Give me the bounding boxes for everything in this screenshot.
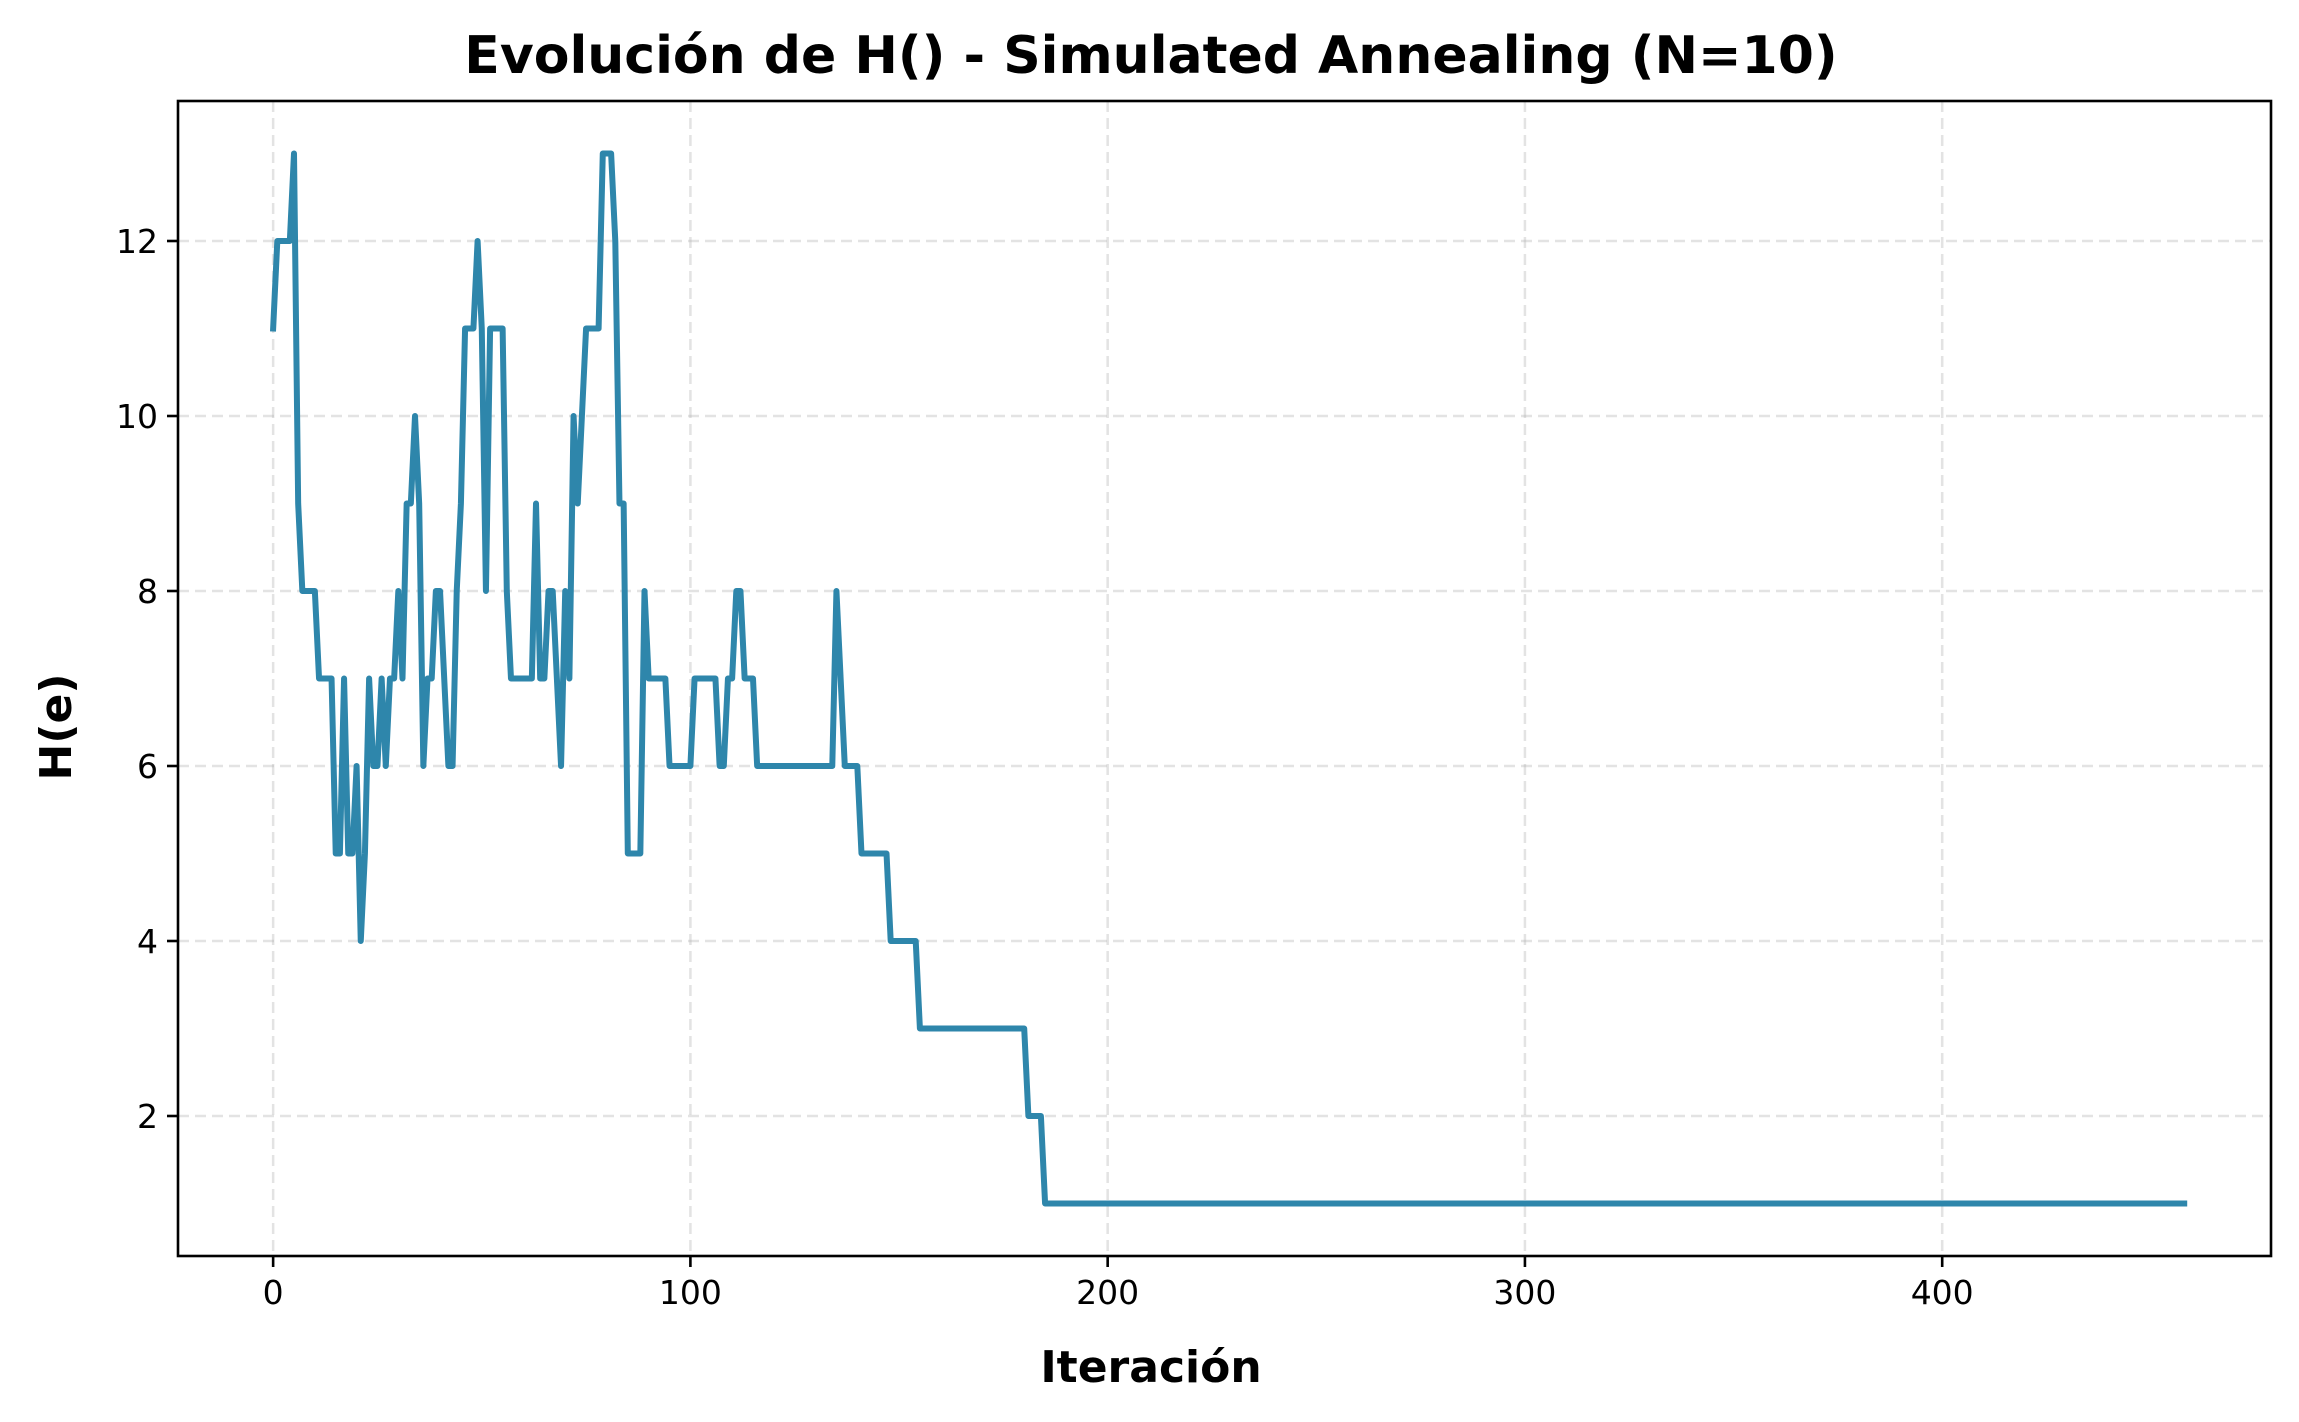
y-axis: 2 4 6 8 10 12 [116, 222, 178, 1136]
x-tick-label: 400 [1911, 1273, 1974, 1312]
y-tick-label: 10 [116, 397, 158, 436]
x-axis: 0 100 200 300 400 [263, 1256, 1974, 1312]
x-tick-label: 300 [1493, 1273, 1556, 1312]
x-tick-label: 100 [659, 1273, 722, 1312]
y-axis-label: H(e) [31, 674, 82, 781]
chart-title: Evolución de H() - Simulated Annealing (… [464, 26, 1837, 86]
x-axis-label: Iteración [1040, 1342, 1261, 1393]
y-tick-label: 2 [137, 1097, 158, 1136]
x-tick-label: 0 [263, 1273, 284, 1312]
y-tick-label: 6 [137, 747, 158, 786]
y-tick-label: 12 [116, 222, 158, 261]
series-line [270, 150, 2188, 1207]
plot-frame [176, 99, 2273, 1258]
y-tick-label: 4 [137, 922, 158, 961]
y-tick-label: 8 [137, 572, 158, 611]
series-layer [270, 150, 2188, 1207]
x-tick-label: 200 [1076, 1273, 1139, 1312]
grid [178, 101, 2271, 1256]
